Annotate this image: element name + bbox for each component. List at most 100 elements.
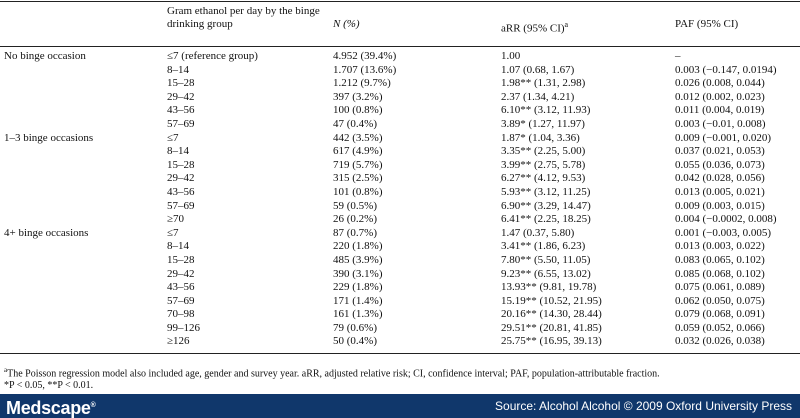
row-n-percent: 59 (0.5%) (333, 199, 377, 212)
row-n-percent: 26 (0.2%) (333, 213, 377, 226)
row-group-label: 1–3 binge occasions (4, 131, 94, 144)
row-arr-ci: 15.19** (10.52, 21.95) (501, 294, 602, 307)
row-arr-ci: 6.41** (2.25, 18.25) (501, 213, 591, 226)
row-n-percent: 47 (0.4%) (333, 117, 377, 130)
medscape-footer: Medscape® Source: Alcohol Alcohol © 2009… (0, 394, 800, 418)
row-arr-ci: 3.41** (1.86, 6.23) (501, 240, 586, 253)
row-paf-ci: 0.075 (0.061, 0.089) (675, 281, 765, 294)
row-gram-range: 8–14 (167, 63, 189, 76)
table-notes: aThe Poisson regression model also inclu… (4, 364, 800, 392)
row-gram-range: 43–56 (167, 281, 195, 294)
row-gram-range: 29–42 (167, 90, 195, 103)
header-paf: PAF (95% CI) (675, 18, 739, 30)
table-row: 43–56 100 (0.8%) 6.10** (3.12, 11.93) 0.011… (0, 104, 800, 118)
table-row: 29–42 397 (3.2%) 2.37 (1.34, 4.21) 0.012 (0… (0, 91, 800, 105)
row-gram-range: ≥70 (167, 213, 185, 226)
table-row: 8–14 1.707 (13.6%) 1.07 (0.68, 1.67) 0.003 … (0, 64, 800, 78)
row-gram-range: 29–42 (167, 267, 195, 280)
table-row: 4+ binge occasions ≤7 87 (0.7%) 1.47 (0.37,… (0, 227, 800, 241)
table-row: 15–28 1.212 (9.7%) 1.98** (1.31, 2.98) 0.02… (0, 77, 800, 91)
row-paf-ci: 0.037 (0.021, 0.053) (675, 145, 765, 158)
table-row: 15–28 719 (5.7%) 3.99** (2.75, 5.78) 0.055 … (0, 159, 800, 173)
row-gram-range: 8–14 (167, 240, 189, 253)
row-paf-ci: 0.055 (0.036, 0.073) (675, 158, 765, 171)
row-n-percent: 315 (2.5%) (333, 172, 383, 185)
header-n-label: N (%) (333, 18, 360, 30)
medscape-logo-text: Medscape (6, 398, 91, 418)
row-paf-ci: 0.083 (0.065, 0.102) (675, 253, 765, 266)
row-gram-range: 8–14 (167, 145, 189, 158)
table-row: No binge occasion ≤7 (reference group) 4.9… (0, 50, 800, 64)
row-paf-ci: 0.001 (−0.003, 0.005) (675, 226, 772, 239)
row-gram-range: 15–28 (167, 253, 195, 266)
table-header-rule (0, 46, 800, 47)
row-paf-ci: 0.085 (0.068, 0.102) (675, 267, 765, 280)
table-row: 43–56 229 (1.8%) 13.93** (9.81, 19.78) 0.07… (0, 281, 800, 295)
registered-mark: ® (90, 402, 96, 409)
table-body: No binge occasion ≤7 (reference group) 4.9… (0, 50, 800, 349)
row-paf-ci: 0.004 (−0.0002, 0.008) (675, 213, 777, 226)
row-arr-ci: 1.00 (501, 50, 521, 62)
row-paf-ci: 0.013 (0.005, 0.021) (675, 185, 765, 198)
row-paf-ci: 0.011 (0.004, 0.019) (675, 104, 765, 117)
table-row: 8–14 220 (1.8%) 3.41** (1.86, 6.23) 0.013 (… (0, 240, 800, 254)
row-arr-ci: 20.16** (14.30, 28.44) (501, 308, 602, 321)
header-gram-ethanol: Gram ethanol per day by the binge drinki… (167, 5, 320, 30)
significance-note: *P < 0.05, **P < 0.01. (4, 380, 94, 392)
row-gram-range: 43–56 (167, 185, 195, 198)
table-row: ≥70 26 (0.2%) 6.41** (2.25, 18.25) 0.004 (−… (0, 213, 800, 227)
row-n-percent: 1.212 (9.7%) (333, 77, 391, 90)
medscape-logo[interactable]: Medscape® (6, 396, 96, 418)
row-n-percent: 161 (1.3%) (333, 308, 383, 321)
row-gram-range: ≤7 (reference group) (167, 50, 258, 62)
row-arr-ci: 6.27** (4.12, 9.53) (501, 172, 586, 185)
row-gram-range: 29–42 (167, 172, 195, 185)
row-paf-ci: 0.062 (0.050, 0.075) (675, 294, 765, 307)
row-paf-ci: 0.003 (−0.01, 0.008) (675, 117, 766, 130)
table-row: 15–28 485 (3.9%) 7.80** (5.50, 11.05) 0.083… (0, 254, 800, 268)
row-arr-ci: 1.07 (0.68, 1.67) (501, 63, 575, 76)
row-n-percent: 719 (5.7%) (333, 158, 383, 171)
table-row: 57–69 171 (1.4%) 15.19** (10.52, 21.95) 0.0… (0, 295, 800, 309)
table-row: 1–3 binge occasions ≤7 442 (3.5%) 1.87* (1.… (0, 132, 800, 146)
row-paf-ci: 0.032 (0.026, 0.038) (675, 335, 765, 348)
table-row: 99–126 79 (0.6%) 29.51** (20.81, 41.85) 0.0… (0, 322, 800, 336)
footnote-a-text: The Poisson regression model also includ… (7, 368, 660, 380)
row-arr-ci: 1.47 (0.37, 5.80) (501, 226, 575, 239)
row-group-label: 4+ binge occasions (4, 226, 89, 239)
row-n-percent: 87 (0.7%) (333, 226, 377, 239)
row-gram-range: 99–126 (167, 321, 200, 334)
row-gram-range: ≤7 (167, 131, 179, 144)
row-n-percent: 617 (4.9%) (333, 145, 383, 158)
header-n-percent: N (%) (333, 18, 360, 31)
row-gram-range: 15–28 (167, 77, 195, 90)
row-n-percent: 1.707 (13.6%) (333, 63, 397, 76)
footnote-a: aThe Poisson regression model also inclu… (4, 364, 800, 380)
table-row: 57–69 59 (0.5%) 6.90** (3.29, 14.47) 0.009 … (0, 200, 800, 214)
row-n-percent: 442 (3.5%) (333, 131, 383, 144)
row-arr-ci: 5.93** (3.12, 11.25) (501, 185, 591, 198)
row-n-percent: 390 (3.1%) (333, 267, 383, 280)
row-paf-ci: 0.009 (−0.001, 0.020) (675, 131, 772, 144)
row-n-percent: 101 (0.8%) (333, 185, 383, 198)
table-row: 43–56 101 (0.8%) 5.93** (3.12, 11.25) 0.013… (0, 186, 800, 200)
row-arr-ci: 1.87* (1.04, 3.36) (501, 131, 580, 144)
table-row: 29–42 390 (3.1%) 9.23** (6.55, 13.02) 0.085… (0, 268, 800, 282)
row-n-percent: 100 (0.8%) (333, 104, 383, 117)
row-paf-ci: 0.059 (0.052, 0.066) (675, 321, 765, 334)
table-row: ≥126 50 (0.4%) 25.75** (16.95, 39.13) 0.032… (0, 335, 800, 349)
row-paf-ci: 0.042 (0.028, 0.056) (675, 172, 765, 185)
row-n-percent: 485 (3.9%) (333, 253, 383, 266)
row-gram-range: 57–69 (167, 117, 195, 130)
table-bottom-rule (0, 353, 800, 354)
header-arr-label: aRR (95% CI) (501, 22, 565, 35)
row-paf-ci: 0.012 (0.002, 0.023) (675, 90, 765, 103)
row-gram-range: 70–98 (167, 308, 195, 321)
table-top-rule (0, 1, 800, 2)
row-paf-ci: 0.026 (0.008, 0.044) (675, 77, 765, 90)
table-row: 29–42 315 (2.5%) 6.27** (4.12, 9.53) 0.042 … (0, 172, 800, 186)
row-paf-ci: 0.079 (0.068, 0.091) (675, 308, 765, 321)
table-row: 8–14 617 (4.9%) 3.35** (2.25, 5.00) 0.037 (… (0, 145, 800, 159)
row-arr-ci: 7.80** (5.50, 11.05) (501, 253, 591, 266)
header-arr-footnote-marker: a (564, 20, 569, 29)
